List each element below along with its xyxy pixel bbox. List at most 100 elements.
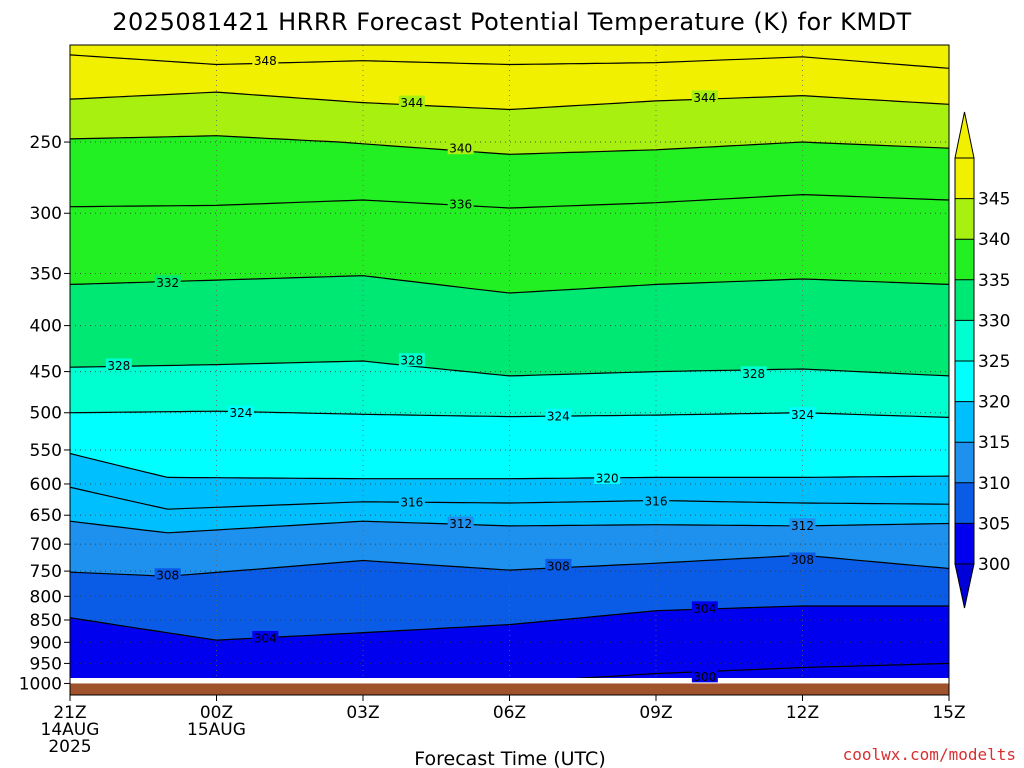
x-tick-label: 06Z (493, 703, 526, 723)
isentrope-340 (70, 135, 949, 155)
contour-label-308: 308 (547, 559, 570, 573)
contour-label-308: 308 (791, 553, 814, 567)
colorbar-segment (955, 442, 974, 483)
ground-below-surface (70, 683, 949, 695)
colorbar-segment (955, 239, 974, 280)
contour-label-308: 308 (156, 569, 179, 583)
contour-label-332: 332 (156, 276, 179, 290)
ground-fill (70, 683, 949, 695)
y-tick-label: 750 (30, 562, 62, 582)
colorbar-extend-max (954, 111, 975, 159)
contour-label-304: 304 (693, 602, 716, 616)
contour-label-bg (447, 516, 474, 530)
contour-label-316: 316 (645, 495, 668, 509)
colorbar-label: 335 (978, 271, 1010, 291)
isentrope-316 (70, 486, 949, 510)
contour-label-bg (447, 141, 474, 155)
x-tick-label: 2025 (48, 737, 91, 757)
y-tick-label: 900 (30, 633, 62, 653)
x-tick-label: 12Z (786, 703, 819, 723)
contour-label-320: 320 (596, 472, 619, 486)
colorbar-label: 305 (978, 514, 1010, 534)
colorbar-segment (955, 523, 974, 564)
x-tick-label: 09Z (639, 703, 672, 723)
y-tick-label: 700 (30, 535, 62, 555)
colorbar-segment (955, 361, 974, 402)
x-tick-label: 14AUG (41, 720, 100, 740)
contour-label-312: 312 (791, 519, 814, 533)
contour-label-bg (252, 630, 279, 644)
contour-labels: 348 344 344 340 336 332 328 328 328 324 324 324 320 3… (105, 53, 816, 684)
isentrope-328 (70, 360, 949, 377)
contour-label-328: 328 (400, 354, 423, 368)
x-axis-label: Forecast Time (UTC) (414, 748, 605, 768)
contour-label-bg (398, 353, 425, 367)
contour-label-bg (227, 405, 254, 419)
contour-label-340: 340 (449, 142, 472, 156)
y-tick-label: 850 (30, 611, 62, 631)
contour-label-bg (691, 669, 718, 683)
x-tick-label: 15Z (932, 703, 965, 723)
y-tick-label: 650 (30, 506, 62, 526)
colorbar-label: 300 (978, 555, 1010, 575)
contour-label-bg (252, 53, 279, 67)
colorbar-label: 320 (978, 393, 1010, 413)
colorbar-segment (955, 320, 974, 361)
fill-band-below-304 (70, 606, 949, 678)
isentrope-304 (70, 605, 949, 641)
contour-label-bg (154, 275, 181, 289)
x-tick-label: 00Z (200, 703, 233, 723)
contour-label-bg (398, 95, 425, 109)
y-tick-label: 350 (30, 264, 62, 284)
contour-label-bg (691, 90, 718, 104)
contour-label-324: 324 (229, 406, 252, 420)
grid-lines (70, 45, 949, 678)
contour-label-bg (545, 408, 572, 422)
contour-label-bg (789, 407, 816, 421)
contour-label-bg (789, 518, 816, 532)
colorbar-label: 345 (978, 190, 1010, 210)
contour-label-bg (545, 558, 572, 572)
isentrope-344 (70, 91, 949, 111)
colorbar-label: 330 (978, 311, 1010, 331)
contour-label-348: 348 (254, 54, 277, 68)
y-tick-label: 1000 (19, 674, 62, 694)
contour-label-bg (740, 366, 767, 380)
contour-label-300: 300 (693, 670, 716, 684)
isentrope-332 (70, 275, 949, 294)
isentrope-320 (70, 452, 949, 480)
colorbar-segment (955, 198, 974, 240)
colorbar-label: 325 (978, 352, 1010, 372)
y-tick-label: 450 (30, 363, 62, 383)
contour-label-324: 324 (791, 408, 814, 422)
x-tick-label: 15AUG (187, 720, 246, 740)
contour-label-bg (447, 197, 474, 211)
x-tick-label: 03Z (346, 703, 379, 723)
contour-label-328: 328 (107, 359, 130, 373)
contour-label-324: 324 (547, 409, 570, 423)
isentrope-348 (70, 54, 949, 69)
y-tick-label: 400 (30, 317, 62, 337)
fill-band-below-300 (582, 663, 949, 678)
contour-label-bg (154, 568, 181, 582)
y-tick-label: 600 (30, 475, 62, 495)
colorbar-label: 340 (978, 230, 1010, 250)
colorbar-extend-min (954, 563, 975, 609)
y-tick-label: 800 (30, 587, 62, 607)
credit-text: coolwx.com/modelts (843, 745, 1016, 764)
colorbar-label: 310 (978, 474, 1010, 494)
colorbar-segment (955, 158, 974, 199)
contour-label-bg (789, 552, 816, 566)
y-tick-label: 500 (30, 404, 62, 424)
contour-label-bg (398, 494, 425, 508)
contour-label-336: 336 (449, 198, 472, 212)
chart-title: 2025081421 HRRR Forecast Potential Tempe… (112, 8, 911, 36)
contour-label-344: 344 (400, 96, 423, 110)
colorbar-segment (955, 482, 974, 524)
contour-label-bg (594, 471, 621, 485)
y-tick-label: 300 (30, 204, 62, 224)
colorbar-label: 315 (978, 433, 1010, 453)
